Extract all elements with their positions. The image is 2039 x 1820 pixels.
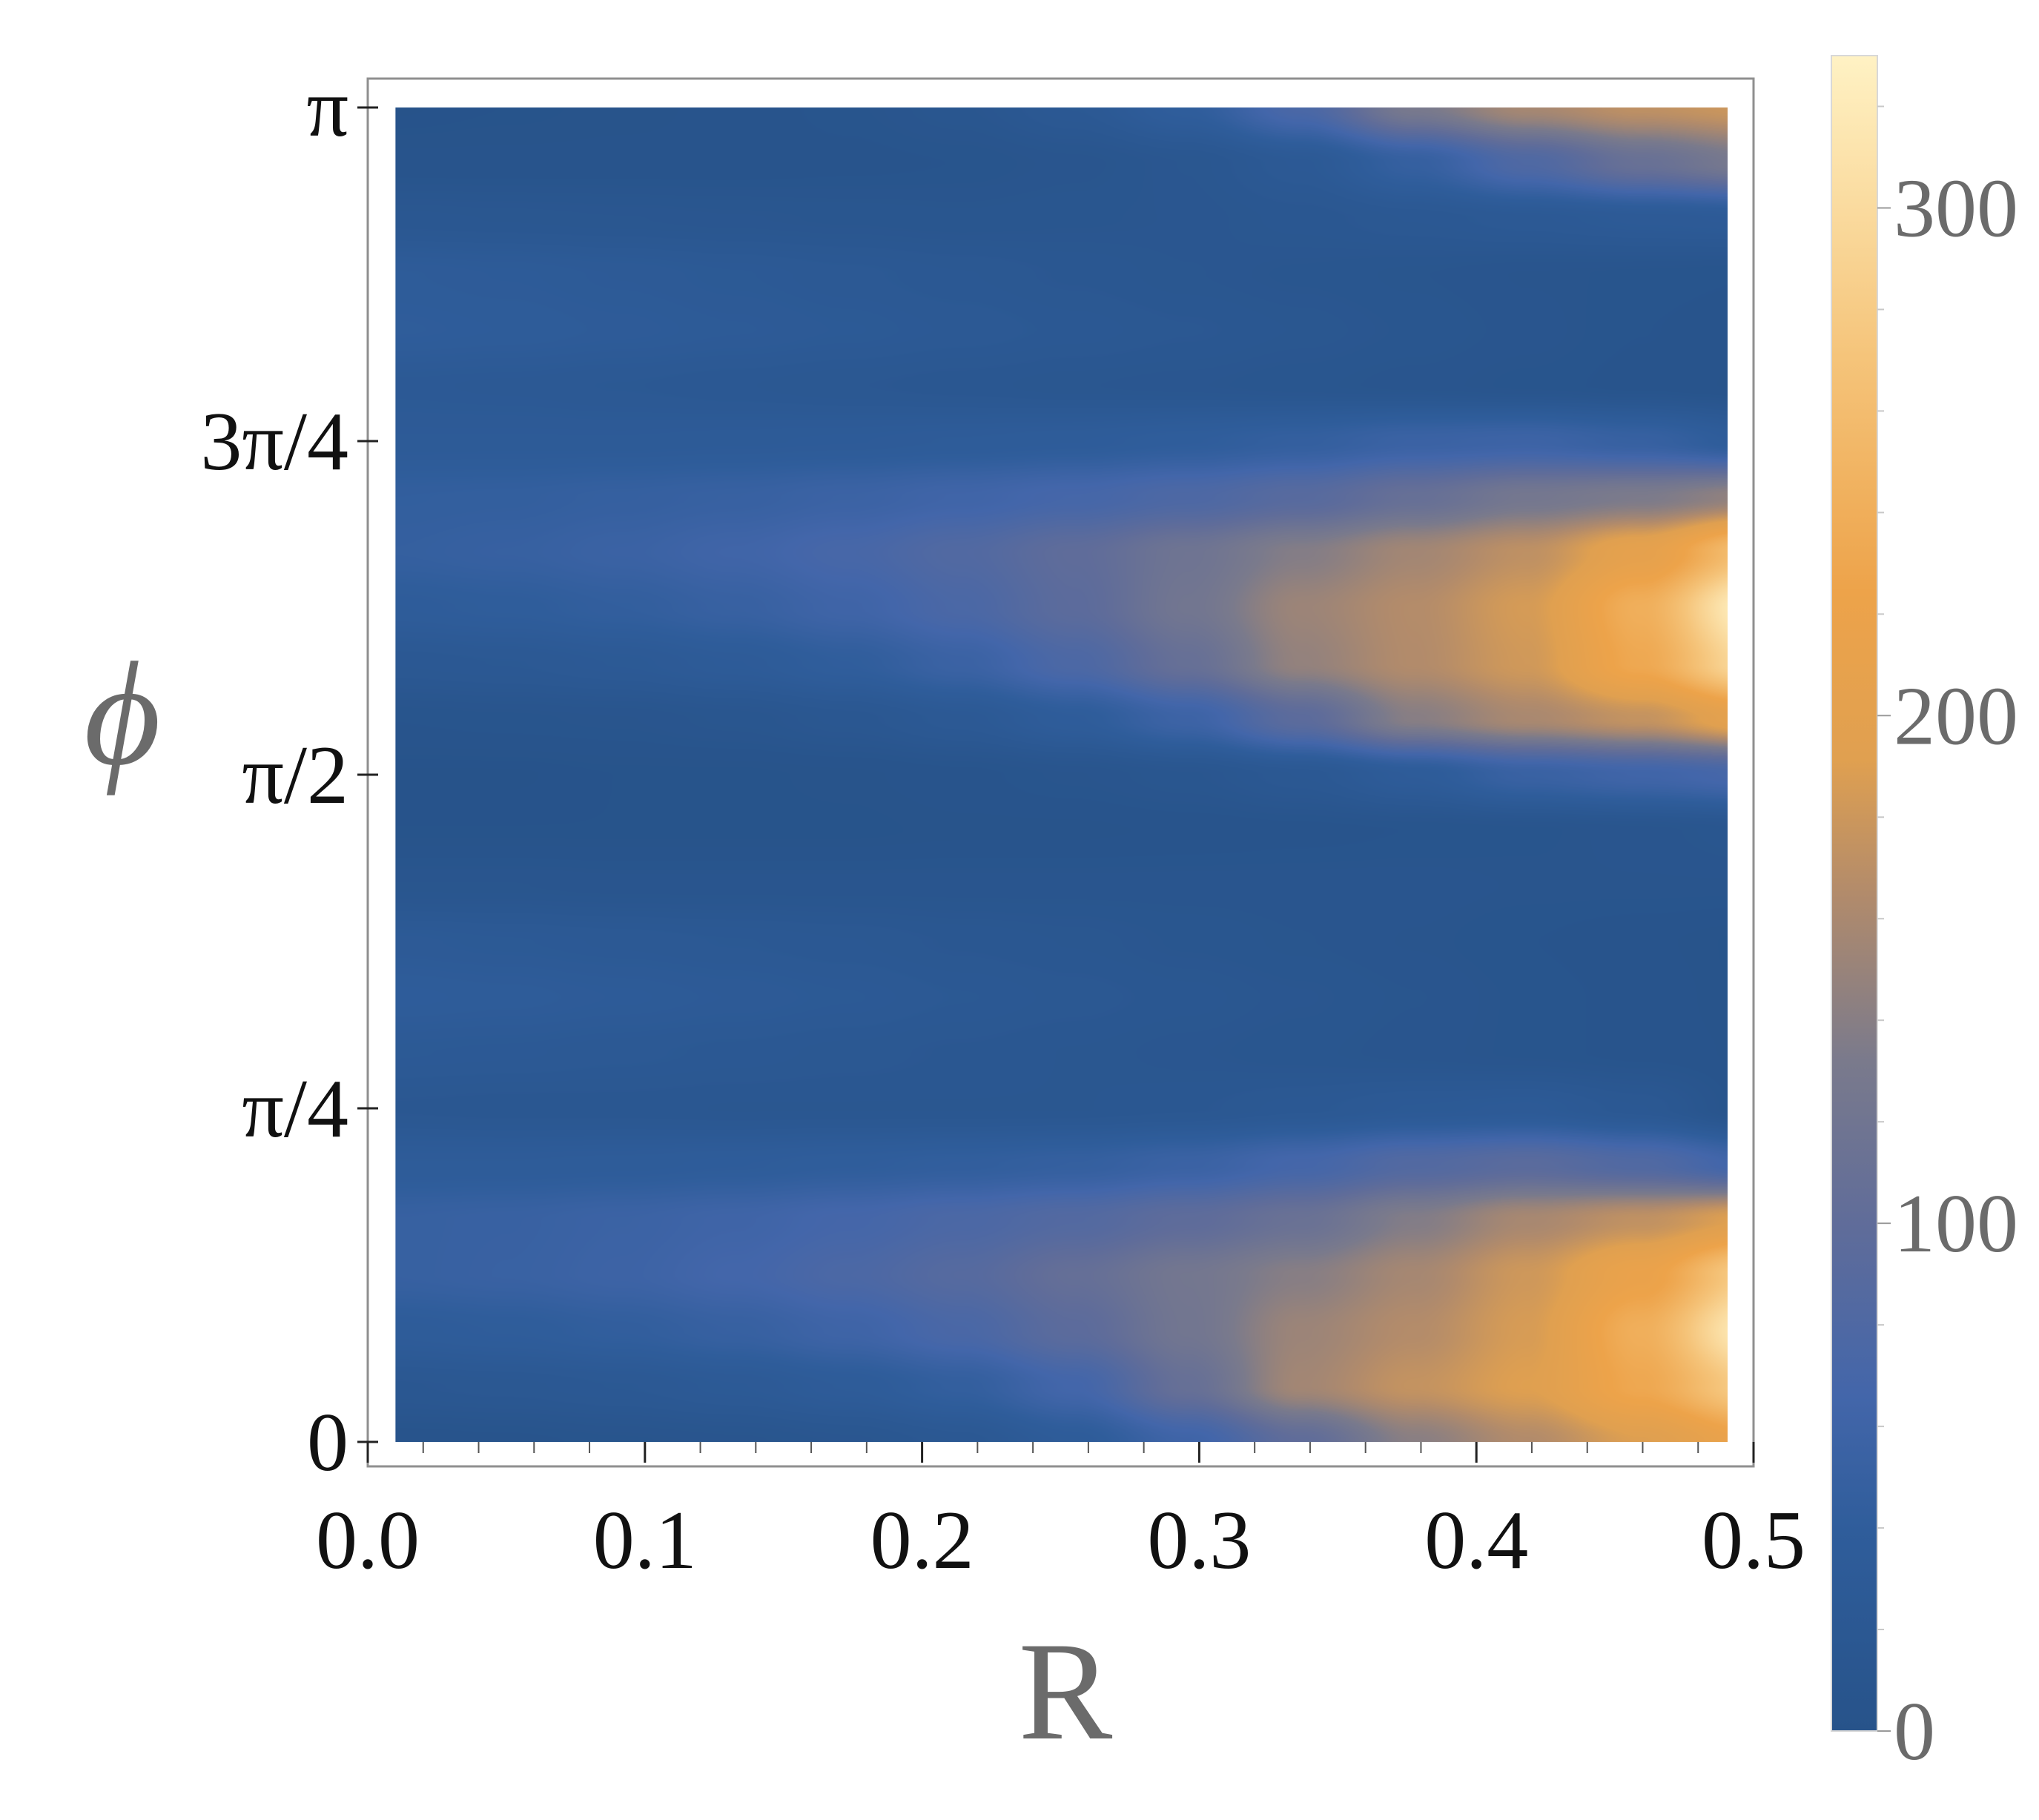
colorbar-axis: 0 100 200 300 (1877, 105, 2018, 1778)
x-tick-label: 0.3 (1147, 1495, 1251, 1586)
x-tick-label: 0.4 (1424, 1495, 1528, 1586)
y-tick-label: π/4 (242, 1063, 348, 1155)
x-tick-label: 0.0 (316, 1495, 420, 1586)
y-axis-label: ϕ (84, 632, 161, 796)
x-tick-label: 0.1 (593, 1495, 697, 1586)
colorbar-tick-label: 200 (1894, 670, 2018, 762)
heatmap-surface (395, 107, 1728, 1442)
plot-frame (366, 77, 1755, 1468)
x-axis-label: R (1019, 1614, 1113, 1770)
x-tick-label: 0.5 (1702, 1495, 1805, 1586)
x-tick-label: 0.2 (870, 1495, 974, 1586)
x-axis: 0.0 0.1 0.2 0.3 0.4 0.5 (316, 1442, 1805, 1586)
y-tick-label: π/2 (242, 729, 348, 821)
y-axis: 0 π/4 π/2 3π/4 π (200, 62, 378, 1489)
heatmap-image (395, 107, 1728, 1442)
y-tick-label: 0 (307, 1397, 348, 1489)
y-tick-label: 3π/4 (200, 396, 348, 488)
colorbar-gradient-bar (1831, 55, 1878, 1732)
colorbar-tick-label: 0 (1894, 1686, 1935, 1778)
colorbar-tick-label: 300 (1894, 162, 2018, 254)
colorbar-tick-label: 100 (1894, 1178, 2018, 1270)
colorbar: 0 100 200 300 (1831, 55, 2018, 1778)
y-tick-label: π (306, 62, 348, 154)
